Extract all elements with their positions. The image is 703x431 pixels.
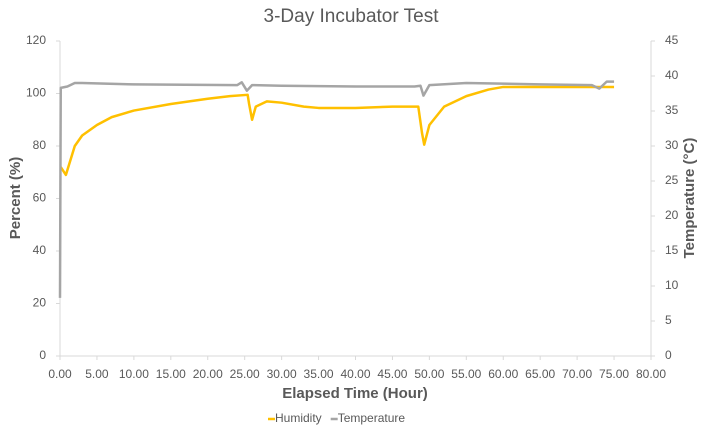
series-line [59, 85, 615, 177]
y-tick-label: 20 [33, 296, 47, 310]
y2-tick-label: 0 [665, 348, 672, 362]
x-tick-label: 0.00 [48, 367, 72, 381]
x-tick-label: 50.00 [414, 367, 444, 381]
x-tick-label: 60.00 [488, 367, 518, 381]
x-tick-label: 25.00 [230, 367, 260, 381]
y-tick-label: 80 [33, 138, 47, 152]
y2-tick-label: 20 [665, 208, 679, 222]
x-tick-label: 40.00 [340, 367, 370, 381]
x-tick-label: 30.00 [267, 367, 297, 381]
y2-tick-label: 30 [665, 138, 679, 152]
y2-tick-label: 25 [665, 173, 679, 187]
x-tick-label: 65.00 [525, 367, 555, 381]
x-tick-label: 75.00 [599, 367, 629, 381]
y2-tick-label: 40 [665, 68, 679, 82]
y-tick-label: 100 [26, 86, 46, 100]
x-tick-label: 20.00 [193, 367, 223, 381]
y2-tick-label: 5 [665, 313, 672, 327]
series-line [58, 80, 615, 298]
x-tick-label: 10.00 [119, 367, 149, 381]
y-tick-label: 60 [33, 191, 47, 205]
x-tick-label: 80.00 [636, 367, 666, 381]
x-axis-title: Elapsed Time (Hour) [282, 385, 428, 402]
y2-tick-label: 45 [665, 33, 679, 47]
y-axis-title: Percent (%) [7, 157, 24, 240]
y2-tick-label: 10 [665, 278, 679, 292]
legend-label: Humidity [275, 411, 322, 425]
y2-tick-label: 15 [665, 243, 679, 257]
y-tick-label: 0 [39, 348, 46, 362]
y2-tick-label: 35 [665, 103, 679, 117]
legend-label: Temperature [338, 411, 406, 425]
y-tick-label: 40 [33, 243, 47, 257]
x-tick-label: 35.00 [304, 367, 334, 381]
y2-axis-title: Temperature (°C) [681, 138, 698, 259]
x-tick-label: 15.00 [156, 367, 186, 381]
x-tick-label: 5.00 [85, 367, 109, 381]
chart-title: 3-Day Incubator Test [264, 6, 440, 27]
x-tick-label: 55.00 [451, 367, 481, 381]
x-tick-label: 70.00 [562, 367, 592, 381]
x-tick-label: 45.00 [377, 367, 407, 381]
y-tick-label: 120 [26, 33, 46, 47]
